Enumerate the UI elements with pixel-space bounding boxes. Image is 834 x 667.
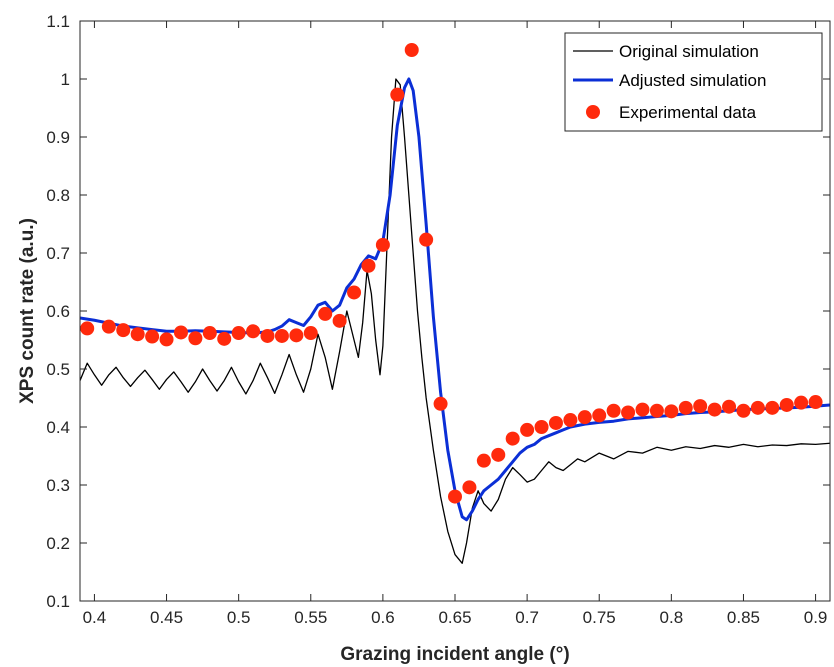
data-point — [707, 402, 722, 417]
series-line-1 — [80, 77, 830, 522]
data-point — [260, 328, 275, 343]
y-tick-label: 0.8 — [46, 186, 70, 205]
data-point — [635, 402, 650, 417]
data-point — [664, 404, 679, 419]
data-point — [693, 399, 708, 414]
y-tick-label: 0.6 — [46, 302, 70, 321]
y-tick-label: 0.7 — [46, 244, 70, 263]
data-point — [159, 332, 174, 347]
y-tick-label: 0.2 — [46, 534, 70, 553]
data-point — [231, 326, 246, 341]
data-point — [145, 329, 160, 344]
data-point — [794, 395, 809, 410]
data-point — [621, 405, 636, 420]
data-point — [80, 321, 95, 336]
data-point — [116, 323, 131, 338]
data-point — [736, 403, 751, 418]
data-point — [390, 87, 405, 102]
data-point — [563, 413, 578, 428]
data-point — [548, 415, 563, 430]
data-point — [750, 400, 765, 415]
data-point — [606, 403, 621, 418]
y-tick-label: 1 — [61, 70, 70, 89]
ticks-layer: 0.4 0.45 0.5 0.55 0.6 0.65 0.7 0.75 0.8 0.85 0.9 0.… — [46, 12, 830, 627]
x-tick-label: 0.5 — [227, 608, 251, 627]
data-point — [404, 43, 419, 57]
data-point — [188, 331, 203, 346]
data-point — [332, 313, 347, 328]
data-point — [433, 396, 448, 411]
series-layer — [80, 43, 830, 564]
data-point — [649, 403, 664, 418]
data-point — [303, 326, 318, 341]
legend: Original simulation Adjusted simulation … — [564, 32, 823, 132]
data-point — [173, 325, 188, 340]
data-point — [375, 237, 390, 252]
data-point — [246, 324, 261, 339]
x-tick-label: 0.6 — [371, 608, 395, 627]
data-point — [592, 408, 607, 423]
data-point — [577, 410, 592, 425]
legend-label-adjusted: Adjusted simulation — [619, 71, 766, 90]
data-point — [779, 397, 794, 412]
data-point — [476, 453, 491, 468]
y-tick-label: 0.5 — [46, 360, 70, 379]
data-point — [217, 331, 232, 346]
y-tick-label: 0.1 — [46, 592, 70, 611]
x-tick-label: 0.7 — [515, 608, 539, 627]
data-point — [520, 422, 535, 437]
data-point — [361, 258, 376, 273]
x-tick-label: 0.65 — [438, 608, 471, 627]
x-tick-label: 0.75 — [583, 608, 616, 627]
data-point — [419, 232, 434, 247]
data-point — [491, 447, 506, 462]
data-point — [274, 328, 289, 343]
data-point — [505, 431, 520, 446]
y-tick-label: 1.1 — [46, 12, 70, 31]
data-point — [448, 489, 462, 504]
x-tick-label: 0.85 — [727, 608, 760, 627]
x-tick-label: 0.9 — [804, 608, 828, 627]
x-tick-label: 0.55 — [294, 608, 327, 627]
data-point — [534, 420, 549, 434]
data-point — [678, 400, 693, 415]
data-point — [722, 399, 737, 414]
data-point — [765, 400, 780, 415]
x-tick-label: 0.45 — [150, 608, 183, 627]
y-axis-label: XPS count rate (a.u.) — [17, 218, 38, 404]
legend-label-experimental: Experimental data — [619, 103, 757, 122]
data-point — [318, 306, 333, 321]
series-line-0 — [80, 78, 830, 564]
x-tick-label: 0.8 — [660, 608, 684, 627]
legend-box — [564, 32, 823, 132]
data-point — [347, 285, 362, 300]
data-point — [202, 326, 217, 341]
x-axis-label: Grazing incident angle (°) — [340, 644, 569, 665]
x-tick-label: 0.4 — [83, 608, 107, 627]
data-point — [101, 319, 116, 334]
y-tick-label: 0.9 — [46, 128, 70, 147]
data-point — [289, 328, 304, 343]
legend-marker-experimental — [586, 105, 600, 119]
data-point — [130, 327, 145, 342]
data-point — [462, 480, 477, 495]
y-tick-label: 0.4 — [46, 418, 70, 437]
legend-label-original: Original simulation — [619, 42, 759, 61]
data-point — [808, 395, 823, 410]
y-tick-label: 0.3 — [46, 476, 70, 495]
